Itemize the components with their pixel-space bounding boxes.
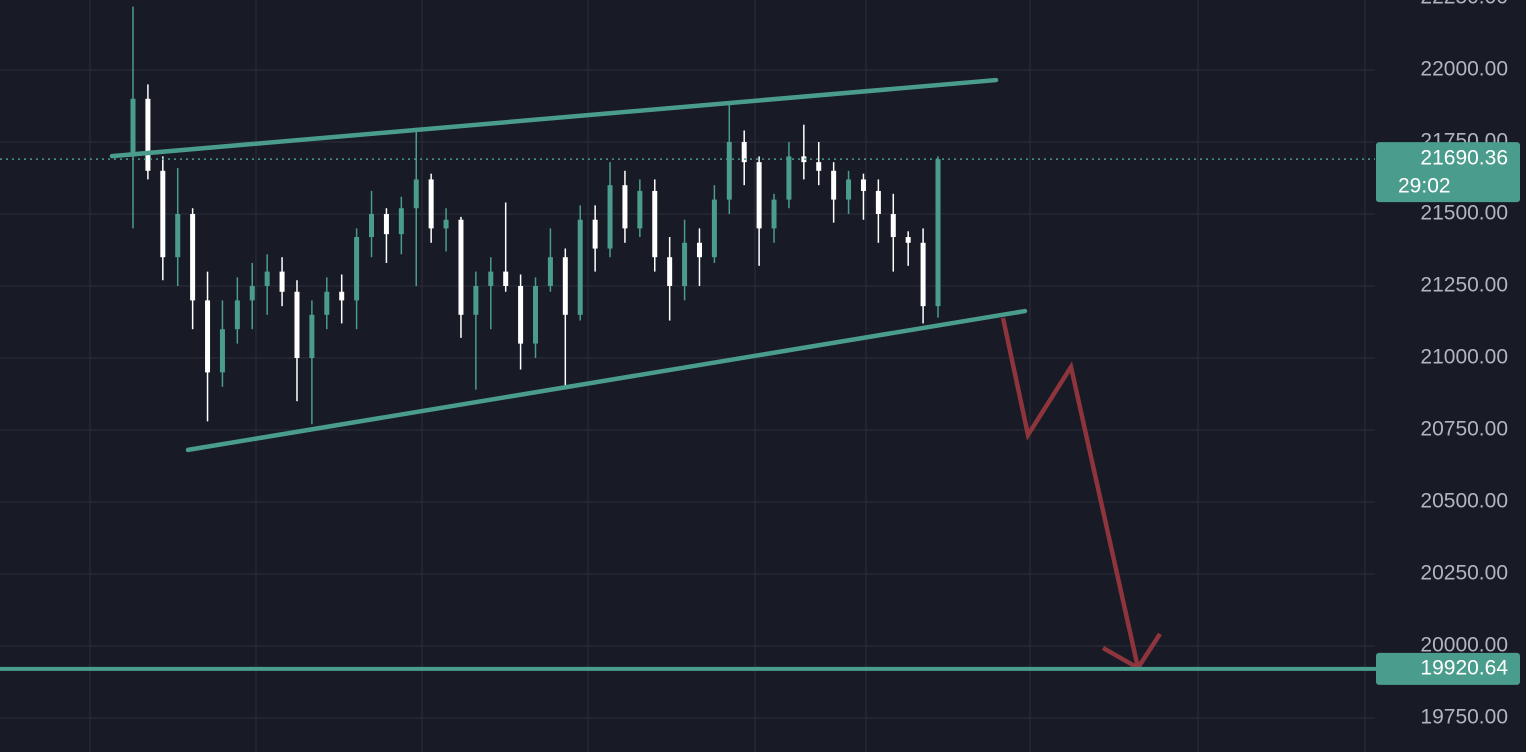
candle-body [831,170,837,200]
candle-body [398,208,404,235]
candle-body [637,190,643,229]
candle-body [324,291,330,315]
candle-body [682,242,688,286]
candle-body [607,185,613,249]
candle-body [503,271,509,286]
candle-body [935,159,941,307]
y-tick-label: 20750.00 [1420,418,1508,441]
candle-body [711,199,717,258]
candle-body [473,285,479,315]
y-tick-label: 22250.00 [1420,0,1508,9]
y-tick-label: 21500.00 [1420,202,1508,225]
candle-body [264,271,270,286]
candle-body [652,190,658,258]
candle-body [249,285,255,301]
y-tick-label: 20250.00 [1420,562,1508,585]
candle-body [890,213,896,238]
candle-body [354,237,360,301]
candle-body [667,257,673,286]
candle-body [309,314,315,358]
candle-body [846,179,852,200]
candle-body [577,219,583,315]
candle-body [413,179,419,209]
candle-body [905,237,911,243]
support-label: 19920.64 [1420,656,1508,679]
candle-body [205,300,211,373]
candle-body [488,271,494,286]
candle-body [339,291,345,301]
vertical-grid [89,0,1366,752]
y-tick-label: 22000.00 [1420,58,1508,81]
candle-body [190,213,196,301]
candle-body [458,219,464,315]
y-tick-label: 19750.00 [1420,706,1508,729]
candle-body [592,219,598,249]
candle-body [771,199,777,229]
candle-body [547,257,553,286]
candle-body [369,213,375,238]
candle-body [920,242,926,307]
last-price-label: 21690.36 [1420,147,1508,170]
candle-body [234,300,240,330]
candle-body [860,179,866,191]
candle-body [518,285,524,344]
countdown-label: 29:02 [1398,175,1451,198]
candle-body [786,156,792,200]
candle-body [219,329,225,373]
candle-body [160,170,166,258]
candle-body [428,179,434,229]
y-tick-label: 21000.00 [1420,346,1508,369]
candle-body [562,257,568,315]
candle-body [443,219,449,229]
y-tick-label: 20000.00 [1420,634,1508,657]
candle-body [294,291,300,358]
channel-lower [185,308,1028,453]
y-tick-label: 20500.00 [1420,490,1508,513]
last-price-box [1376,142,1520,203]
candle-body [696,242,702,258]
candle-body [875,190,881,214]
candle-body [279,271,285,292]
candle-body [726,141,732,200]
candle-body [175,213,181,258]
y-tick-label: 21250.00 [1420,274,1508,297]
candle-body [130,98,136,157]
candle-body [383,213,389,235]
candle-body [741,141,747,163]
candle-body [145,98,151,171]
candle-body [801,156,807,163]
candle-body [533,285,538,344]
projection-path [1000,317,1141,669]
channel-upper [109,77,999,159]
candle-body [756,162,762,229]
candle-body [622,185,628,229]
support-box [1376,652,1520,685]
candle-body [816,162,822,171]
